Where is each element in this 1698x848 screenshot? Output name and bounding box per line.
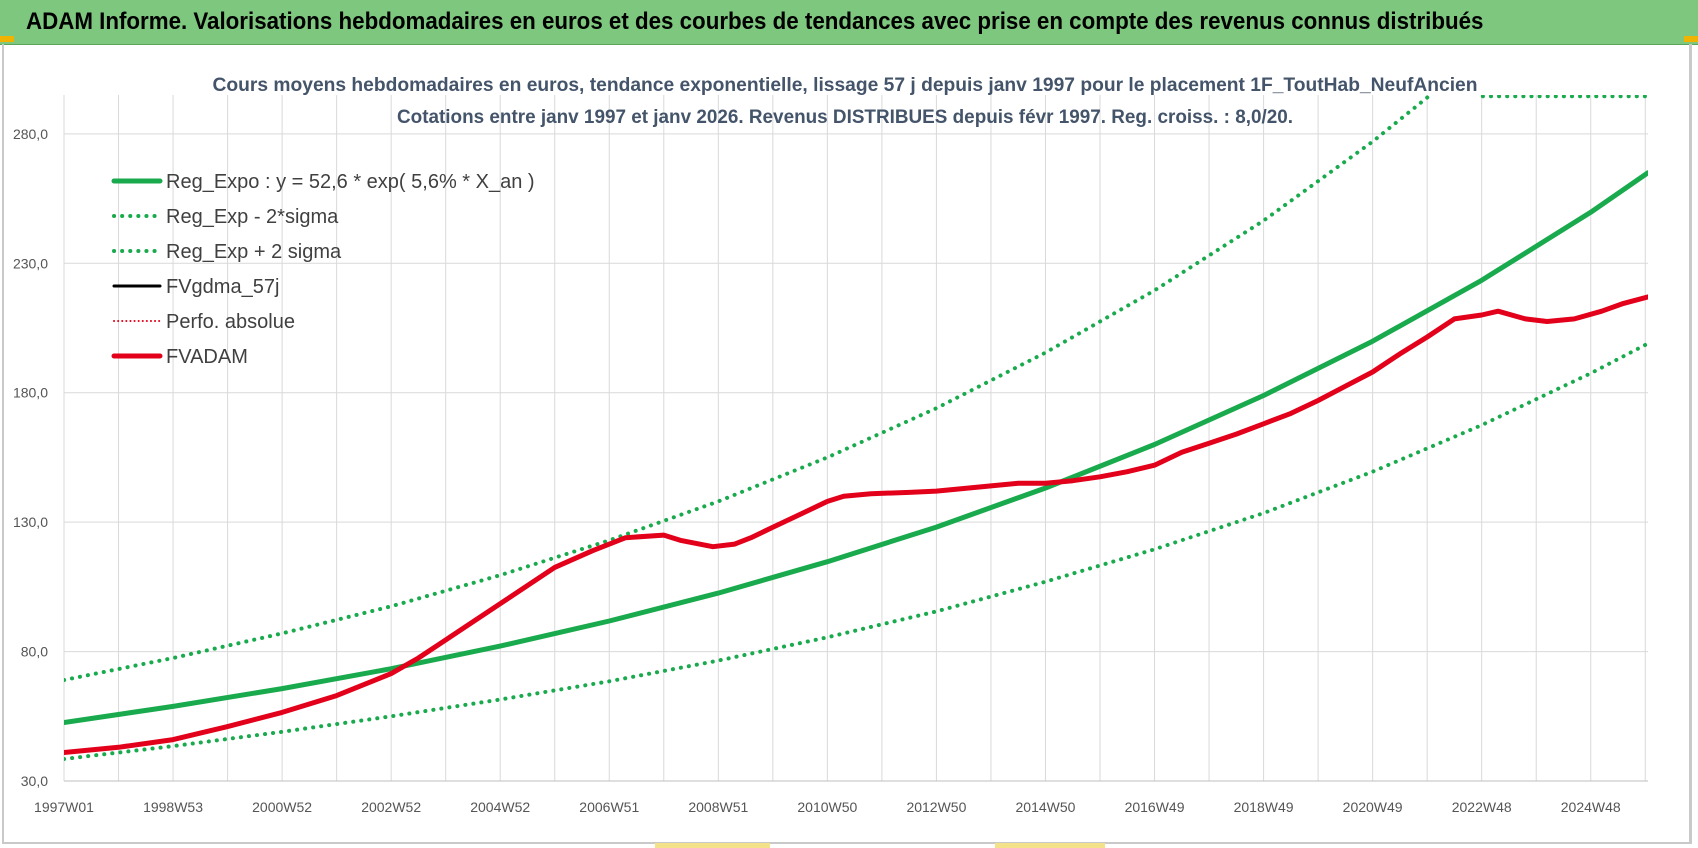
x-tick-label: 2014W50 (1016, 799, 1076, 815)
series-2-legend-label: Reg_Exp + 2 sigma (166, 241, 342, 263)
x-tick-label: 2012W50 (906, 799, 966, 815)
x-tick-label: 2022W48 (1452, 799, 1512, 815)
corner-mark-left (0, 36, 14, 42)
x-tick-label: 1997W01 (34, 799, 94, 815)
y-tick-label: 80,0 (21, 644, 48, 660)
x-tick-label: 2008W51 (688, 799, 748, 815)
chart-frame (2, 44, 1692, 844)
x-tick-label: 2018W49 (1234, 799, 1294, 815)
series-layer (64, 95, 1648, 761)
legend: Reg_Expo : y = 52,6 * exp( 5,6% * X_an )… (111, 171, 535, 368)
series-0-legend-label: Reg_Expo : y = 52,6 * exp( 5,6% * X_an ) (166, 171, 535, 193)
y-tick-label: 30,0 (21, 773, 48, 789)
y-tick-label: 230,0 (13, 255, 48, 271)
x-tick-label: 2016W49 (1125, 799, 1185, 815)
series-3-legend-label: FVgdma_57j (166, 276, 279, 298)
x-tick-label: 2010W50 (797, 799, 857, 815)
x-tick-label: 2004W52 (470, 799, 530, 815)
series-5-legend-label: FVADAM (166, 346, 248, 368)
corner-mark-right (1684, 36, 1698, 42)
chart-subtitle: Cotations entre janv 1997 et janv 2026. … (397, 107, 1293, 128)
series-4-legend-label: Perfo. absolue (166, 311, 295, 333)
series-1-line (64, 341, 1648, 761)
series-1-legend-label: Reg_Exp - 2*sigma (166, 206, 339, 228)
y-tick-label: 280,0 (13, 126, 48, 142)
x-tick-label: 2024W48 (1561, 799, 1621, 815)
y-tick-label: 180,0 (13, 385, 48, 401)
x-tick-label: 1998W53 (143, 799, 203, 815)
x-tick-label: 2000W52 (252, 799, 312, 815)
x-tick-label: 2006W51 (579, 799, 639, 815)
series-2-line (64, 95, 1648, 682)
series-5-line (64, 294, 1648, 755)
bottom-mark-2 (995, 843, 1105, 848)
header-banner: ADAM Informe. Valorisations hebdomadaire… (0, 0, 1698, 45)
x-tick-label: 2020W49 (1343, 799, 1403, 815)
x-tick-label: 2002W52 (361, 799, 421, 815)
y-tick-label: 130,0 (13, 514, 48, 530)
bottom-mark-1 (655, 843, 770, 848)
page-title: ADAM Informe. Valorisations hebdomadaire… (26, 8, 1484, 35)
chart-title: Cours moyens hebdomadaires en euros, ten… (213, 75, 1478, 96)
grid-layer (63, 95, 1648, 782)
axis-layer: 30,0 80,0 130,0 180,0 230,0 280,0 1997W01 1998W… (13, 126, 1648, 815)
series-0-line (64, 170, 1648, 725)
